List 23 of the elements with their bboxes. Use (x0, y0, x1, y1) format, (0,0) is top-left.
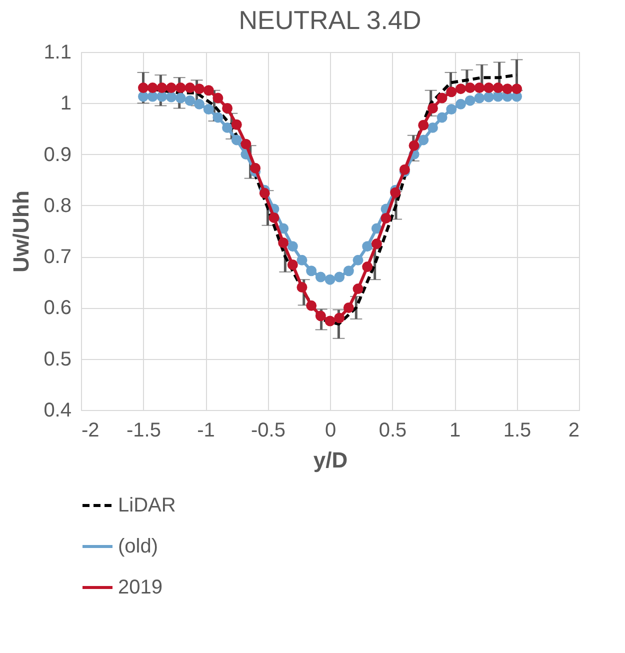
x-tick-label: 1 (449, 420, 461, 442)
legend-label: (old) (118, 536, 158, 558)
y-tick-label: 0.4 (44, 400, 72, 422)
y-tick-label: 0.5 (44, 348, 72, 370)
y-tick-label: 0.6 (44, 297, 72, 320)
x-tick-label: -2 (82, 420, 100, 442)
chart-title: NEUTRAL 3.4D (238, 5, 422, 35)
x-tick-label: -0.5 (251, 420, 286, 442)
y-tick-label: 0.9 (44, 144, 72, 166)
y-tick-label: 1 (60, 92, 72, 115)
y-tick-label: 0.7 (44, 246, 72, 268)
x-tick-label: 1.5 (503, 420, 532, 442)
legend-label: LiDAR (118, 494, 176, 516)
legend-label: 2019 (118, 576, 162, 598)
y-axis-title: Uw/Uhh (8, 190, 34, 272)
y-tick-label: 1.1 (44, 42, 72, 64)
x-tick-label: 0.5 (378, 420, 407, 442)
x-tick-label: -1.5 (126, 420, 161, 442)
x-tick-label: 2 (568, 420, 580, 442)
x-tick-label: -1 (197, 420, 215, 442)
y-tick-label: 0.8 (44, 194, 72, 217)
x-tick-label: 0 (324, 420, 336, 442)
x-axis-title: y/D (313, 448, 348, 472)
